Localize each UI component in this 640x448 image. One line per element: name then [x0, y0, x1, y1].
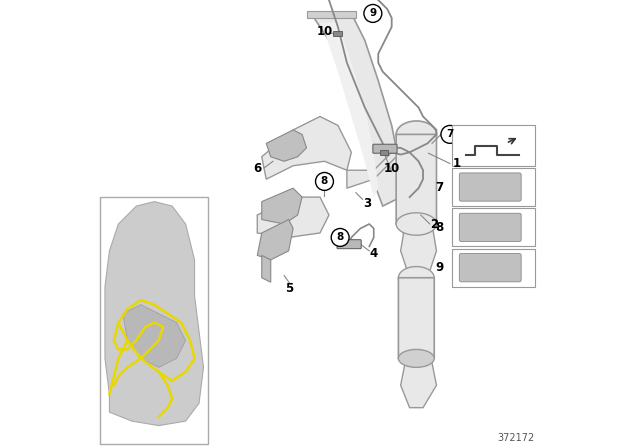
Bar: [100, 197, 208, 444]
Text: 1: 1: [452, 157, 461, 170]
FancyBboxPatch shape: [460, 173, 521, 201]
Ellipse shape: [398, 349, 435, 367]
Text: 8: 8: [337, 233, 344, 242]
Polygon shape: [311, 13, 401, 206]
Text: 372172: 372172: [497, 433, 534, 443]
Text: 7: 7: [435, 181, 443, 194]
Polygon shape: [262, 116, 351, 179]
Polygon shape: [105, 202, 204, 426]
Polygon shape: [123, 305, 186, 367]
Text: 10: 10: [383, 161, 400, 175]
Polygon shape: [396, 134, 436, 246]
Ellipse shape: [396, 213, 436, 235]
Bar: [452, 168, 535, 206]
FancyBboxPatch shape: [460, 213, 521, 241]
Text: 9: 9: [369, 9, 376, 18]
Ellipse shape: [396, 121, 436, 148]
Text: 5: 5: [285, 282, 294, 296]
Bar: [452, 249, 535, 287]
Polygon shape: [257, 197, 329, 237]
Text: 9: 9: [435, 261, 443, 274]
Circle shape: [316, 172, 333, 190]
Bar: [380, 150, 388, 155]
Text: 4: 4: [370, 246, 378, 260]
Polygon shape: [266, 130, 307, 161]
Polygon shape: [398, 278, 435, 372]
Polygon shape: [401, 363, 436, 408]
Text: 8: 8: [321, 177, 328, 186]
Bar: [452, 208, 535, 246]
Text: 10: 10: [316, 25, 333, 38]
Polygon shape: [262, 188, 302, 224]
Circle shape: [332, 228, 349, 246]
FancyBboxPatch shape: [373, 144, 397, 153]
Polygon shape: [401, 224, 436, 291]
Text: 7: 7: [446, 129, 454, 139]
FancyBboxPatch shape: [460, 254, 521, 282]
FancyBboxPatch shape: [337, 240, 361, 249]
Bar: [452, 125, 535, 166]
Text: 8: 8: [435, 221, 443, 234]
Circle shape: [364, 4, 382, 22]
Polygon shape: [320, 22, 378, 197]
Polygon shape: [347, 148, 396, 188]
Polygon shape: [257, 220, 293, 260]
Polygon shape: [307, 11, 356, 18]
Ellipse shape: [398, 267, 435, 289]
Polygon shape: [262, 255, 271, 282]
Text: 3: 3: [363, 197, 371, 211]
Text: 6: 6: [253, 161, 261, 175]
Text: 2: 2: [430, 217, 438, 231]
Bar: [333, 31, 342, 36]
Circle shape: [441, 125, 459, 143]
